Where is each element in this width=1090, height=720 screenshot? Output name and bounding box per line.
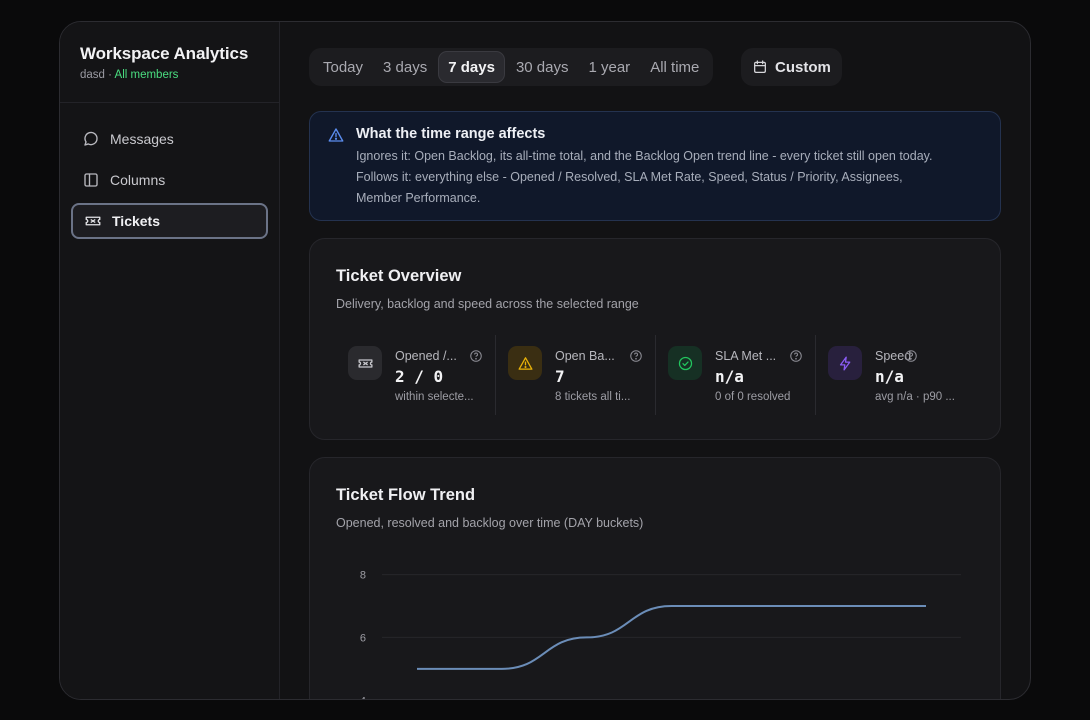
sidebar-item-label: Messages [110, 131, 174, 147]
stat-label: Open Ba... [555, 349, 615, 363]
help-icon[interactable] [469, 349, 483, 363]
stat-note: 8 tickets all ti... [555, 391, 631, 403]
lightning-icon [828, 346, 862, 380]
help-icon[interactable] [904, 349, 918, 363]
stat-value: 7 [555, 367, 565, 386]
sidebar-item-tickets[interactable]: Tickets [71, 203, 268, 239]
stat-open-backlog: Open Ba... 7 8 tickets all ti... [496, 335, 656, 415]
stat-speed: Speed n/a avg n/a · p90 ... [816, 335, 976, 415]
sidebar: Workspace Analytics dasd · All members M… [60, 22, 280, 699]
stat-value: n/a [715, 367, 744, 386]
notice-text: Ignores it: Open Backlog, its all-time t… [356, 149, 933, 163]
sidebar-item-label: Tickets [112, 213, 160, 229]
analytics-window: Workspace Analytics dasd · All members M… [59, 21, 1031, 700]
custom-range-label: Custom [775, 58, 831, 76]
members-filter[interactable]: All members [114, 69, 179, 81]
series-line [417, 605, 926, 670]
stat-label: Speed [875, 349, 912, 363]
ticket-flow-trend-card: Ticket Flow Trend Opened, resolved and b… [309, 457, 1001, 700]
card-subtitle: Opened, resolved and backlog over time (… [336, 516, 644, 530]
columns-icon [82, 171, 100, 189]
subtitle-separator: · [104, 69, 115, 81]
workspace-name: dasd [80, 69, 105, 81]
ticket-icon [348, 346, 382, 380]
help-icon[interactable] [789, 349, 803, 363]
stat-value: 2 / 0 [395, 367, 444, 386]
time-range-selector: Today 3 days 7 days 30 days 1 year All t… [309, 48, 714, 86]
range-all-time[interactable]: All time [650, 58, 700, 76]
notice-title: What the time range affects [356, 126, 546, 142]
notice-text: Follows it: everything else - Opened / R… [356, 170, 903, 184]
range-7-days[interactable]: 7 days [438, 51, 505, 83]
stat-sla-met: SLA Met ... n/a 0 of 0 resolved [656, 335, 816, 415]
workspace-subtitle: dasd · All members [80, 69, 279, 81]
time-range-notice: What the time range affects Ignores it: … [309, 111, 1001, 221]
help-icon[interactable] [629, 349, 643, 363]
ticket-icon [84, 212, 102, 230]
card-title: Ticket Flow Trend [336, 486, 476, 504]
stat-note: avg n/a · p90 ... [875, 391, 955, 403]
y-tick-label: 8 [360, 570, 366, 582]
stat-label: Opened /... [395, 349, 457, 363]
custom-range-button[interactable]: Custom [741, 48, 842, 86]
workspace-title: Workspace Analytics [80, 44, 249, 63]
warning-triangle-icon [327, 126, 345, 144]
check-circle-icon [668, 346, 702, 380]
workspace-header: Workspace Analytics dasd · All members [60, 22, 279, 103]
stat-label: SLA Met ... [715, 349, 777, 363]
range-3-days[interactable]: 3 days [383, 58, 428, 76]
trend-chart: 4 6 8 [360, 570, 961, 700]
sidebar-item-columns[interactable]: Columns [71, 162, 268, 198]
range-30-days[interactable]: 30 days [515, 58, 569, 76]
notice-text: Member Performance. [356, 191, 481, 205]
range-today[interactable]: Today [323, 58, 364, 76]
stat-opened-resolved: Opened /... 2 / 0 within selecte... [336, 335, 496, 415]
card-title: Ticket Overview [336, 267, 462, 285]
sidebar-nav: Messages Columns Tickets [60, 103, 279, 239]
warning-triangle-icon [508, 346, 542, 380]
message-bubble-icon [82, 130, 100, 148]
stat-row: Opened /... 2 / 0 within selecte... Open… [336, 335, 976, 415]
stat-note: 0 of 0 resolved [715, 391, 791, 403]
range-1-year[interactable]: 1 year [588, 58, 631, 76]
sidebar-item-messages[interactable]: Messages [71, 121, 268, 157]
sidebar-item-label: Columns [110, 172, 166, 188]
main-content: Today 3 days 7 days 30 days 1 year All t… [281, 22, 1030, 699]
card-subtitle: Delivery, backlog and speed across the s… [336, 297, 639, 311]
ticket-overview-card: Ticket Overview Delivery, backlog and sp… [309, 238, 1001, 440]
calendar-icon [752, 59, 768, 75]
y-tick-label: 4 [360, 695, 366, 700]
stat-value: n/a [875, 367, 904, 386]
y-tick-label: 6 [360, 632, 366, 644]
stat-note: within selecte... [395, 391, 474, 403]
